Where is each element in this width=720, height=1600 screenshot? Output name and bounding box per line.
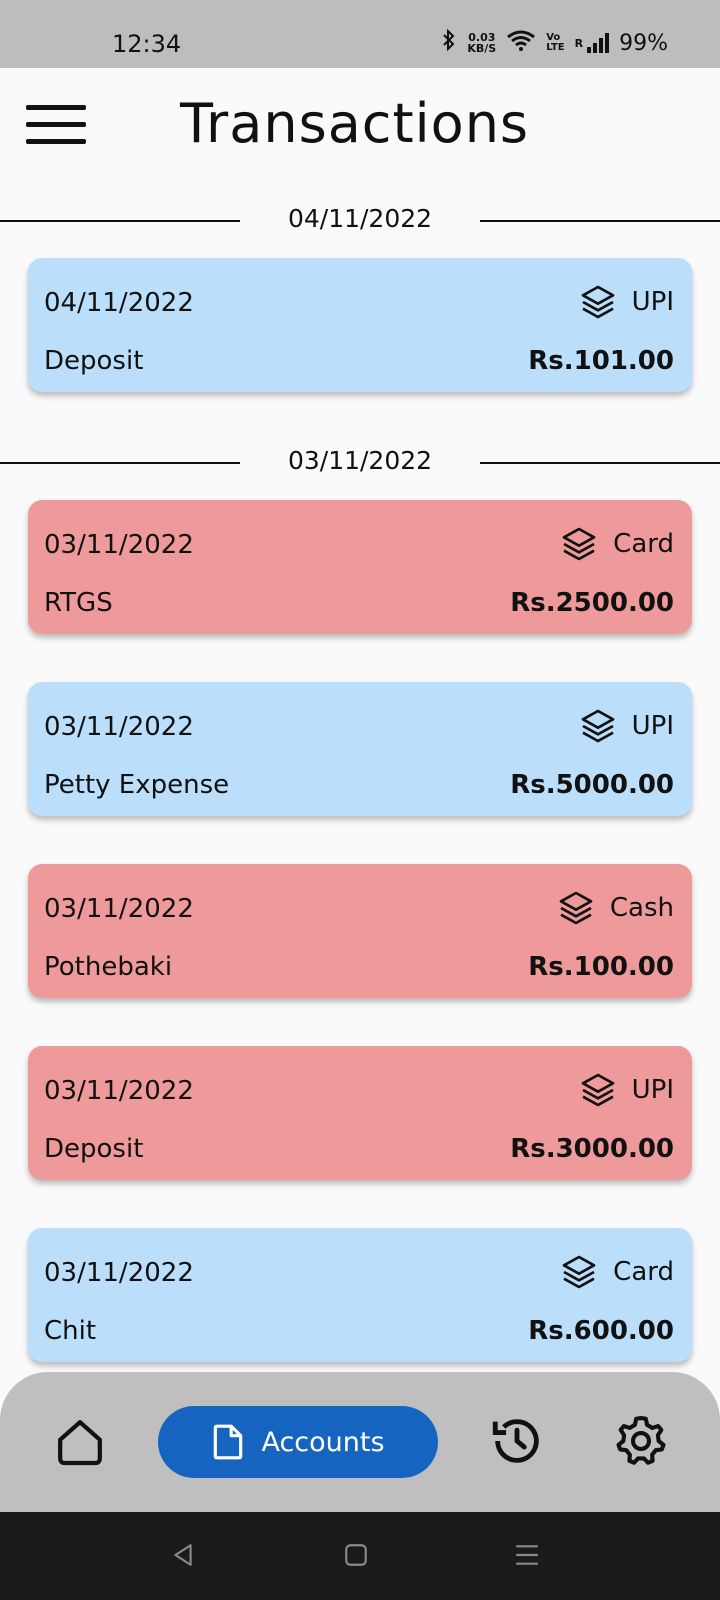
transaction-amount: Rs.3000.00 [510,1134,674,1164]
transaction-date: 03/11/2022 [44,1258,194,1288]
layers-icon [581,709,614,743]
transaction-date: 03/11/2022 [44,712,194,742]
date-separator: 04/11/2022 [0,200,720,240]
layers-icon [559,891,593,925]
transaction-card[interactable]: 03/11/2022 UPI Petty Expense Rs.5000.00 [28,682,692,816]
document-icon [214,1424,243,1460]
nav-accounts-button[interactable]: Accounts [158,1406,438,1478]
bottom-nav: Accounts [0,1372,720,1512]
status-icons: 0.03 KB/S Vo LTE R 99% [441,28,668,58]
transaction-date: 03/11/2022 [44,530,194,560]
transaction-amount: Rs.101.00 [528,346,674,376]
system-nav-bar [0,1512,720,1600]
volte-bottom: LTE [546,42,565,53]
method-label: Card [613,529,674,559]
transaction-card[interactable]: 03/11/2022 Cash Pothebaki Rs.100.00 [28,864,692,998]
separator-date: 03/11/2022 [287,446,433,475]
transaction-description: Chit [44,1316,97,1346]
volte-top: Vo [546,32,561,43]
method-label: UPI [631,287,674,317]
transaction-description: Pothebaki [44,952,173,982]
method-label: Card [613,1257,674,1287]
transaction-amount: Rs.100.00 [528,952,674,982]
payment-method: UPI [578,1070,674,1110]
payment-method: Card [559,1252,674,1292]
layers-icon [581,1073,614,1107]
nav-accounts-label: Accounts [261,1426,385,1458]
divider [0,220,240,222]
transaction-date: 03/11/2022 [44,894,194,924]
divider [480,220,720,222]
net-speed-value: 0.03 [468,31,496,44]
transaction-amount: Rs.600.00 [528,1316,674,1346]
transaction-amount: Rs.5000.00 [510,770,674,800]
separator-date: 04/11/2022 [287,204,433,233]
transaction-card[interactable]: 04/11/2022 UPI Deposit Rs.101.00 [28,258,692,392]
menu-lines-icon[interactable] [514,1542,540,1572]
transaction-card[interactable]: 03/11/2022 UPI Deposit Rs.3000.00 [28,1046,692,1180]
transaction-card[interactable]: 03/11/2022 Card Chit Rs.600.00 [28,1228,692,1362]
recents-square-icon[interactable] [343,1542,369,1572]
home-icon[interactable] [52,1414,108,1474]
method-label: UPI [631,1075,674,1105]
divider [0,462,240,464]
payment-method: UPI [578,706,674,746]
transaction-description: RTGS [44,588,113,618]
net-speed: 0.03 KB/S [467,32,496,54]
transaction-date: 03/11/2022 [44,1076,194,1106]
transaction-amount: Rs.2500.00 [510,588,674,618]
history-icon[interactable] [488,1412,546,1474]
battery-level: 99% [619,30,668,56]
status-time: 12:34 [112,30,182,58]
method-label: Cash [609,893,674,923]
net-speed-unit: KB/S [467,42,497,55]
layers-icon [581,285,614,319]
volte-indicator: Vo LTE [546,33,564,53]
transaction-card[interactable]: 03/11/2022 Card RTGS Rs.2500.00 [28,500,692,634]
signal-icon [587,33,610,53]
wifi-icon [506,29,536,57]
page-title: Transactions [180,92,530,155]
layers-icon [562,1255,596,1289]
date-separator: 03/11/2022 [0,442,720,482]
hamburger-menu-icon[interactable] [26,105,86,145]
payment-method: Card [559,524,674,564]
transaction-description: Deposit [44,1134,144,1164]
payment-method: Cash [556,888,674,928]
divider [480,462,720,464]
back-icon[interactable] [170,1542,196,1572]
payment-method: UPI [578,282,674,322]
method-label: UPI [631,711,674,741]
bluetooth-icon [441,28,457,58]
gear-icon[interactable] [612,1412,670,1474]
status-bar: 12:34 0.03 KB/S Vo LTE R 99% [0,0,720,68]
roaming-indicator: R [574,36,584,50]
transaction-description: Deposit [44,346,144,376]
layers-icon [562,527,596,561]
transaction-date: 04/11/2022 [44,288,194,318]
transaction-description: Petty Expense [44,770,230,800]
